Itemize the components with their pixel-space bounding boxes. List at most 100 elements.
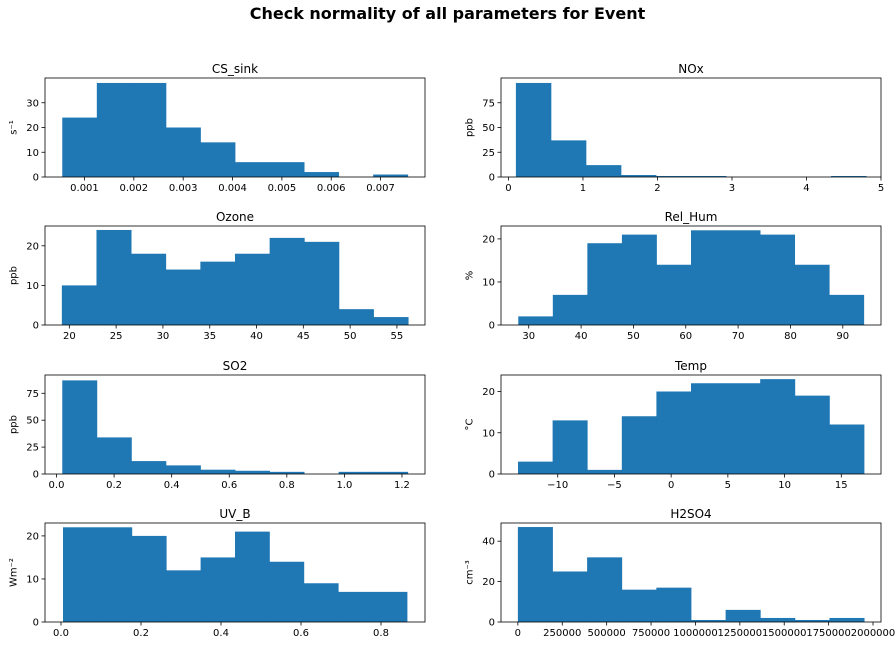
histogram-bar	[552, 420, 588, 475]
y-tick-label: 10	[26, 148, 39, 159]
x-tick-label: 1250000	[718, 628, 763, 639]
y-axis-label: ppb	[9, 266, 20, 285]
histogram-bar	[131, 535, 167, 622]
histogram-bar	[621, 234, 657, 325]
y-tick-label: 0	[489, 470, 495, 481]
x-tick-label: 4	[803, 183, 809, 194]
subplot-title: NOx	[678, 62, 704, 76]
histogram-bar	[269, 237, 305, 325]
x-tick-label: 45	[297, 331, 310, 342]
histogram-bar	[61, 285, 97, 325]
subplot-so2: 0.0 0.2 0.4 0.6 0.8 1.0 1.2 0 25 50 75 SO2 ppb	[9, 359, 426, 491]
y-tick-label: 20	[26, 531, 39, 542]
x-tick-label: 0.2	[106, 480, 122, 491]
histogram-bar	[165, 465, 201, 474]
histogram-bar	[621, 416, 657, 474]
x-tick-label: 0.6	[293, 628, 309, 639]
histogram-bar	[303, 583, 339, 622]
x-tick-label: 0	[515, 628, 521, 639]
subplot-title: CS_sink	[212, 62, 258, 76]
histogram-bar	[691, 383, 726, 474]
y-axis-label: °C	[465, 418, 476, 430]
histogram-bar	[235, 253, 271, 325]
y-tick-label: 40	[482, 537, 495, 548]
histogram-bar	[338, 309, 374, 325]
histogram-bar	[131, 253, 167, 325]
histogram-bar	[96, 437, 132, 474]
histogram-bar	[552, 294, 588, 325]
histogram-bar	[725, 230, 761, 325]
subplot-cs-sink: 0.001 0.002 0.003 0.004 0.005 0.006 0.007 0 10 20…	[9, 62, 426, 194]
histogram-bar	[829, 617, 865, 622]
x-tick-label: 0.001	[70, 183, 99, 194]
y-tick-label: 20	[26, 123, 39, 134]
y-tick-label: 0	[33, 321, 39, 332]
histogram-bar	[165, 269, 201, 325]
axes-frame	[44, 374, 426, 475]
x-tick-label: 35	[203, 331, 216, 342]
axes-frame	[500, 374, 882, 475]
y-tick-label: 0	[489, 321, 495, 332]
histogram-bar	[338, 471, 374, 474]
x-tick-label: 5	[725, 480, 731, 491]
subplot-rel-hum: 30 40 50 60 70 80 90 0 10 20 Rel_Hum%	[465, 210, 882, 342]
y-tick-label: 25	[26, 443, 39, 454]
histogram-bar	[760, 617, 796, 622]
histogram-bar	[829, 424, 865, 474]
y-tick-label: 10	[482, 277, 495, 288]
x-tick-label: 2	[654, 183, 660, 194]
x-tick-label: 1500000	[762, 628, 807, 639]
histogram-bar	[725, 383, 761, 474]
histogram-bar	[656, 587, 692, 622]
histogram-bar	[691, 176, 727, 177]
y-tick-label: 75	[26, 389, 39, 400]
histogram-bar	[304, 241, 340, 325]
subplot-title: Ozone	[216, 210, 254, 224]
x-tick-label: 1.2	[394, 480, 410, 491]
x-tick-label: 0.8	[279, 480, 295, 491]
histogram-bar	[585, 165, 622, 177]
histogram-bar	[96, 82, 132, 177]
histogram-bar	[62, 117, 98, 177]
x-tick-label: 250000	[543, 628, 581, 639]
histogram-bar	[518, 316, 554, 325]
x-tick-label: 5	[878, 183, 884, 194]
y-tick-label: 0	[33, 173, 39, 184]
histogram-bar	[200, 557, 236, 622]
x-tick-label: 40	[250, 331, 263, 342]
histogram-bar	[831, 176, 867, 177]
histogram-bar	[760, 234, 796, 325]
x-tick-label: 0.005	[268, 183, 297, 194]
x-tick-label: 0.6	[221, 480, 237, 491]
x-tick-label: 0.007	[366, 183, 395, 194]
subplot-title: Temp	[674, 359, 707, 373]
x-tick-label: 0.002	[120, 183, 149, 194]
y-tick-label: 50	[26, 416, 39, 427]
histogram-bar	[794, 395, 830, 475]
x-tick-label: 40	[575, 331, 588, 342]
y-tick-label: 10	[26, 281, 39, 292]
histogram-bar	[235, 531, 270, 622]
x-tick-label: 50	[627, 331, 640, 342]
subplot-title: SO2	[223, 359, 248, 373]
histogram-bar	[200, 261, 236, 325]
histogram-bar	[373, 471, 409, 474]
x-tick-label: 1	[580, 183, 586, 194]
histogram-bar	[96, 229, 132, 325]
histogram-bar	[517, 527, 553, 622]
x-tick-label: 0	[505, 183, 511, 194]
x-tick-label: −5	[607, 480, 622, 491]
x-tick-label: 0.0	[53, 628, 69, 639]
y-tick-label: 0	[33, 470, 39, 481]
x-tick-label: 3	[729, 183, 735, 194]
histogram-bar	[373, 174, 409, 177]
x-tick-label: 55	[391, 331, 404, 342]
histogram-bar	[518, 461, 554, 475]
y-tick-label: 10	[26, 574, 39, 585]
x-tick-label: 70	[732, 331, 745, 342]
y-tick-label: 20	[482, 577, 495, 588]
y-tick-label: 0	[489, 618, 495, 629]
histogram-bar	[691, 619, 727, 622]
y-tick-label: 20	[26, 241, 39, 252]
histogram-bar	[691, 230, 726, 325]
